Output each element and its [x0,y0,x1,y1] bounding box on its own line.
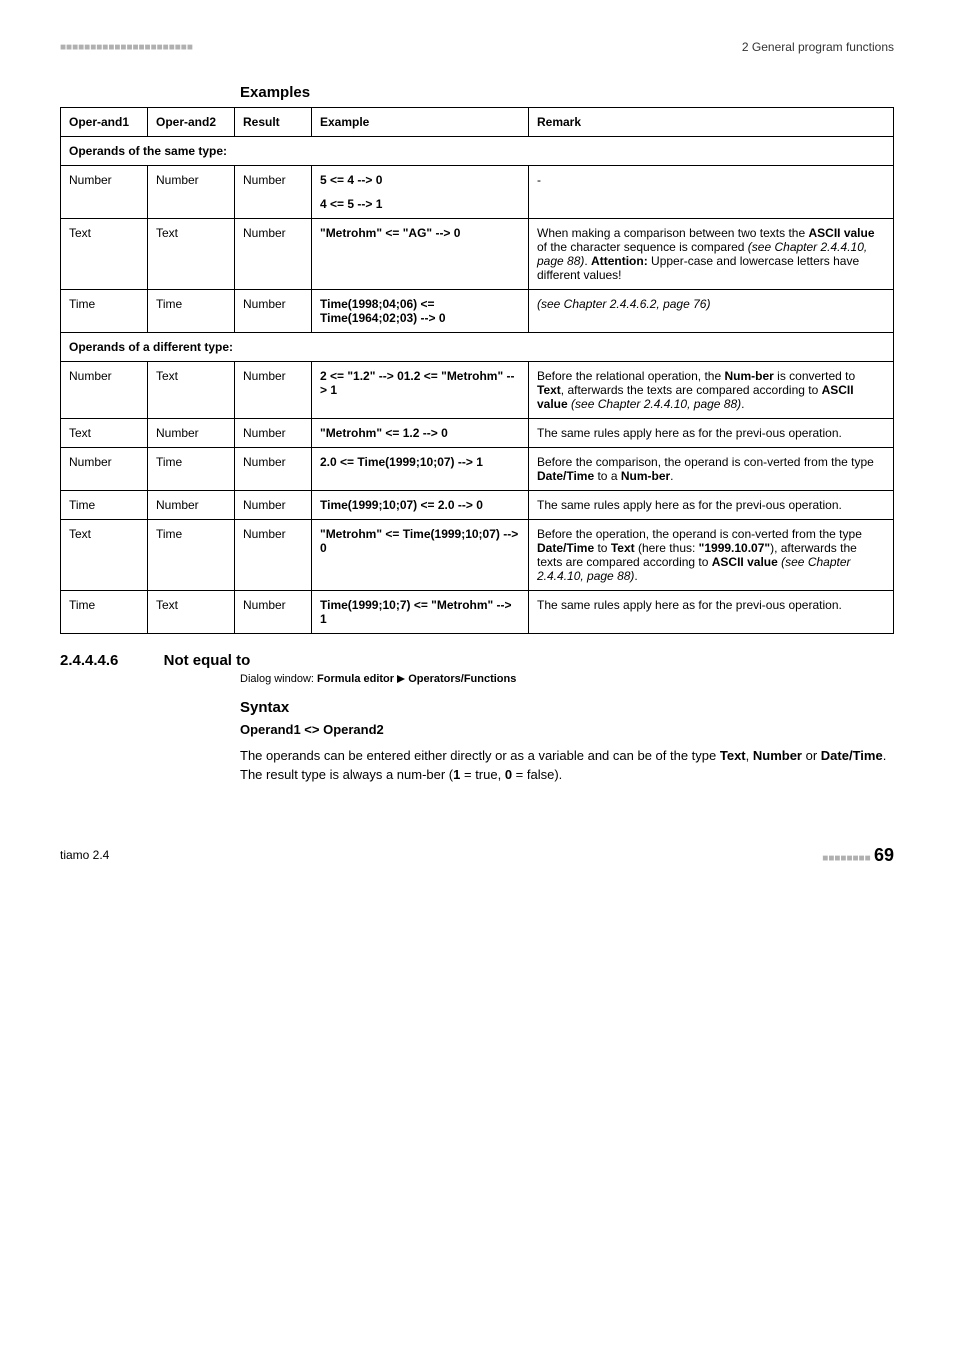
cell-remark: The same rules apply here as for the pre… [529,491,894,520]
cell-example: "Metrohm" <= Time(1999;10;07) --> 0 [312,520,529,591]
footer-page-number: 69 [874,845,894,865]
col-operand1: Oper-and1 [61,108,148,137]
subsection-number: 2.4.4.4.6 [60,652,160,669]
cell-res: Number [235,290,312,333]
table-row: Time Time Number Time(1998;04;06) <= Tim… [61,290,894,333]
footer-right: ■■■■■■■■ 69 [822,845,894,866]
cell-op1: Number [61,362,148,419]
cell-remark: When making a comparison between two tex… [529,219,894,290]
cell-op1: Time [61,290,148,333]
cell-op2: Text [148,591,235,634]
cell-res: Number [235,448,312,491]
cell-op2: Text [148,362,235,419]
col-remark: Remark [529,108,894,137]
cell-example: Time(1998;04;06) <= Time(1964;02;03) -->… [312,290,529,333]
cell-op1: Text [61,419,148,448]
cell-op2: Time [148,520,235,591]
cell-op1: Text [61,520,148,591]
cell-op1: Time [61,591,148,634]
col-result: Result [235,108,312,137]
cell-op2: Text [148,219,235,290]
cell-op1: Time [61,491,148,520]
group-same-type-label: Operands of the same type: [61,137,894,166]
cell-remark: The same rules apply here as for the pre… [529,419,894,448]
cell-example: 5 <= 4 --> 0 4 <= 5 --> 1 [312,166,529,219]
cell-op2: Number [148,166,235,219]
examples-table: Oper-and1 Oper-and2 Result Example Remar… [60,107,894,634]
table-row: Text Time Number "Metrohm" <= Time(1999;… [61,520,894,591]
table-row: Time Text Number Time(1999;10;7) <= "Met… [61,591,894,634]
cell-remark: (see Chapter 2.4.4.6.2, page 76) [529,290,894,333]
table-row: Number Time Number 2.0 <= Time(1999;10;0… [61,448,894,491]
cell-res: Number [235,520,312,591]
examples-heading: Examples [240,84,894,101]
example-text: 4 <= 5 --> 1 [320,197,520,211]
cell-example: Time(1999;10;7) <= "Metrohm" --> 1 [312,591,529,634]
col-example: Example [312,108,529,137]
triangle-icon [397,675,405,683]
page-footer: tiamo 2.4 ■■■■■■■■ 69 [60,845,894,866]
cell-example: "Metrohm" <= "AG" --> 0 [312,219,529,290]
cell-example: 2 <= "1.2" --> 01.2 <= "Metrohm" --> 1 [312,362,529,419]
cell-res: Number [235,362,312,419]
cell-op2: Number [148,491,235,520]
cell-op1: Number [61,166,148,219]
table-row: Text Number Number "Metrohm" <= 1.2 --> … [61,419,894,448]
cell-res: Number [235,591,312,634]
col-operand2: Oper-and2 [148,108,235,137]
cell-example: 2.0 <= Time(1999;10;07) --> 1 [312,448,529,491]
cell-op2: Time [148,448,235,491]
footer-dashes: ■■■■■■■■ [822,853,870,864]
header-section-label: 2 General program functions [742,40,894,54]
cell-res: Number [235,491,312,520]
page-header: ■■■■■■■■■■■■■■■■■■■■■■ 2 General program… [60,40,894,54]
cell-remark: Before the operation, the operand is con… [529,520,894,591]
cell-remark: Before the comparison, the operand is co… [529,448,894,491]
table-row: Number Number Number 5 <= 4 --> 0 4 <= 5… [61,166,894,219]
header-dashes: ■■■■■■■■■■■■■■■■■■■■■■ [60,42,193,53]
subsection-heading: 2.4.4.4.6 Not equal to [60,652,894,669]
table-header-row: Oper-and1 Oper-and2 Result Example Remar… [61,108,894,137]
cell-example: Time(1999;10;07) <= 2.0 --> 0 [312,491,529,520]
example-text: 5 <= 4 --> 0 [320,173,520,187]
cell-op2: Time [148,290,235,333]
table-row: Number Text Number 2 <= "1.2" --> 01.2 <… [61,362,894,419]
cell-res: Number [235,166,312,219]
group-different-type-label: Operands of a different type: [61,333,894,362]
table-row: Text Text Number "Metrohm" <= "AG" --> 0… [61,219,894,290]
syntax-expression: Operand1 <> Operand2 [240,722,894,737]
footer-product: tiamo 2.4 [60,848,109,862]
body-paragraph: The operands can be entered either direc… [240,747,894,785]
syntax-heading: Syntax [240,699,894,716]
cell-op1: Number [61,448,148,491]
cell-res: Number [235,419,312,448]
cell-example: "Metrohm" <= 1.2 --> 0 [312,419,529,448]
cell-remark: Before the relational operation, the Num… [529,362,894,419]
subsection-title: Not equal to [164,652,251,669]
cell-remark: The same rules apply here as for the pre… [529,591,894,634]
table-row: Time Number Number Time(1999;10;07) <= 2… [61,491,894,520]
dialog-window-line: Dialog window: Formula editor Operators/… [240,673,894,685]
group-same-type: Operands of the same type: [61,137,894,166]
cell-op2: Number [148,419,235,448]
cell-op1: Text [61,219,148,290]
group-different-type: Operands of a different type: [61,333,894,362]
cell-res: Number [235,219,312,290]
cell-remark: - [529,166,894,219]
